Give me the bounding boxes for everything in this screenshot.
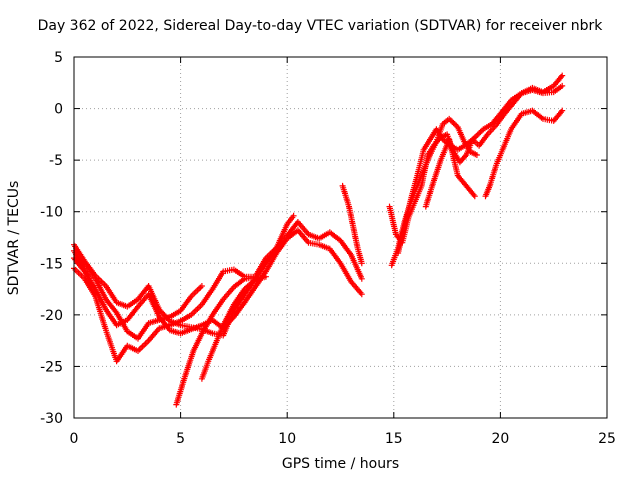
x-tick-label: 5 [176, 431, 185, 447]
chart-title: Day 362 of 2022, Sidereal Day-to-day VTE… [37, 18, 603, 34]
data-point-markers [71, 212, 297, 365]
series-arc-10 [395, 82, 566, 256]
y-tick-label: -20 [40, 308, 63, 324]
series-arc-9 [386, 72, 566, 246]
y-tick-label: 5 [54, 50, 63, 66]
x-tick-label: 15 [385, 431, 403, 447]
x-tick-label: 20 [491, 431, 509, 447]
data-point-markers [395, 82, 566, 256]
data-point-markers [173, 274, 259, 408]
y-tick-label: 0 [54, 102, 63, 118]
y-tick-label: -5 [49, 153, 63, 169]
data-points [71, 72, 566, 408]
x-tick-label: 10 [278, 431, 296, 447]
data-point-markers [422, 136, 478, 210]
y-tick-label: -10 [40, 205, 63, 221]
series-arc-11 [422, 136, 478, 210]
series-arc-5 [173, 274, 259, 408]
series-arc-6 [198, 273, 269, 382]
x-tick-label: 0 [70, 431, 79, 447]
plot-frame [73, 56, 608, 419]
data-point-markers [339, 182, 365, 267]
y-tick-label: -25 [40, 359, 63, 375]
x-tick-label: 25 [598, 431, 616, 447]
series-arc-7 [339, 182, 365, 267]
y-tick-label: -30 [40, 411, 63, 427]
x-axis-label: GPS time / hours [281, 456, 400, 472]
data-point-markers [482, 107, 566, 200]
data-point-markers [198, 273, 269, 382]
series-arc-12 [482, 107, 566, 200]
y-tick-label: -15 [40, 256, 63, 272]
series-arc-3 [71, 212, 297, 365]
data-point-markers [386, 72, 566, 246]
axis-ticks: 0 5 10 15 20 25 5 0 -5 -10 -15 -20 -25 -30 [40, 50, 616, 447]
